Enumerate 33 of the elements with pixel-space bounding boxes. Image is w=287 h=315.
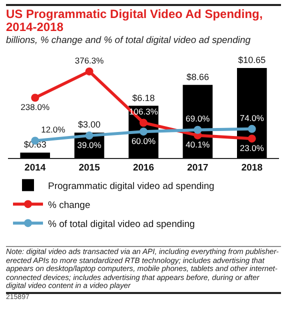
point	[85, 67, 94, 76]
data-label: $10.65	[238, 55, 266, 65]
legend-label: % change	[48, 200, 90, 211]
data-label: 23.0%	[240, 142, 264, 153]
legend-label: Programmatic digital video ad spending	[48, 180, 214, 192]
data-label: 12.0%	[41, 124, 66, 135]
data-label: $8.66	[186, 72, 209, 82]
data-label: 69.0%	[186, 114, 210, 124]
x-tick-label: 2018	[241, 162, 262, 174]
data-label: 74.0%	[240, 112, 264, 123]
point	[31, 94, 40, 102]
point	[140, 128, 148, 136]
x-tick-label: 2015	[78, 162, 101, 174]
point	[248, 124, 256, 133]
data-label: 376.3%	[74, 55, 104, 66]
x-tick-label: 2014	[24, 162, 46, 174]
bar	[237, 68, 267, 158]
x-tick-label: 2017	[187, 162, 208, 174]
data-label: 39.0%	[77, 140, 102, 150]
data-label: 40.1%	[186, 140, 210, 150]
x-tick-label: 2016	[132, 162, 154, 174]
data-label: 60.0%	[131, 136, 156, 146]
point	[140, 118, 148, 127]
bar	[20, 152, 50, 158]
data-label: $6.18	[132, 92, 155, 103]
point	[85, 132, 94, 140]
chart-subtitle: billions, % change and % of total digital video ad spending	[6, 35, 252, 46]
legend-label: % of total digital video ad spending	[48, 218, 195, 230]
point	[248, 134, 256, 143]
data-label: 238.0%	[20, 102, 50, 112]
point	[194, 126, 202, 134]
data-label: $3.00	[78, 120, 101, 130]
chart-title: US Programmatic Digital Video Ad Spending, 2014-2018	[6, 7, 264, 34]
